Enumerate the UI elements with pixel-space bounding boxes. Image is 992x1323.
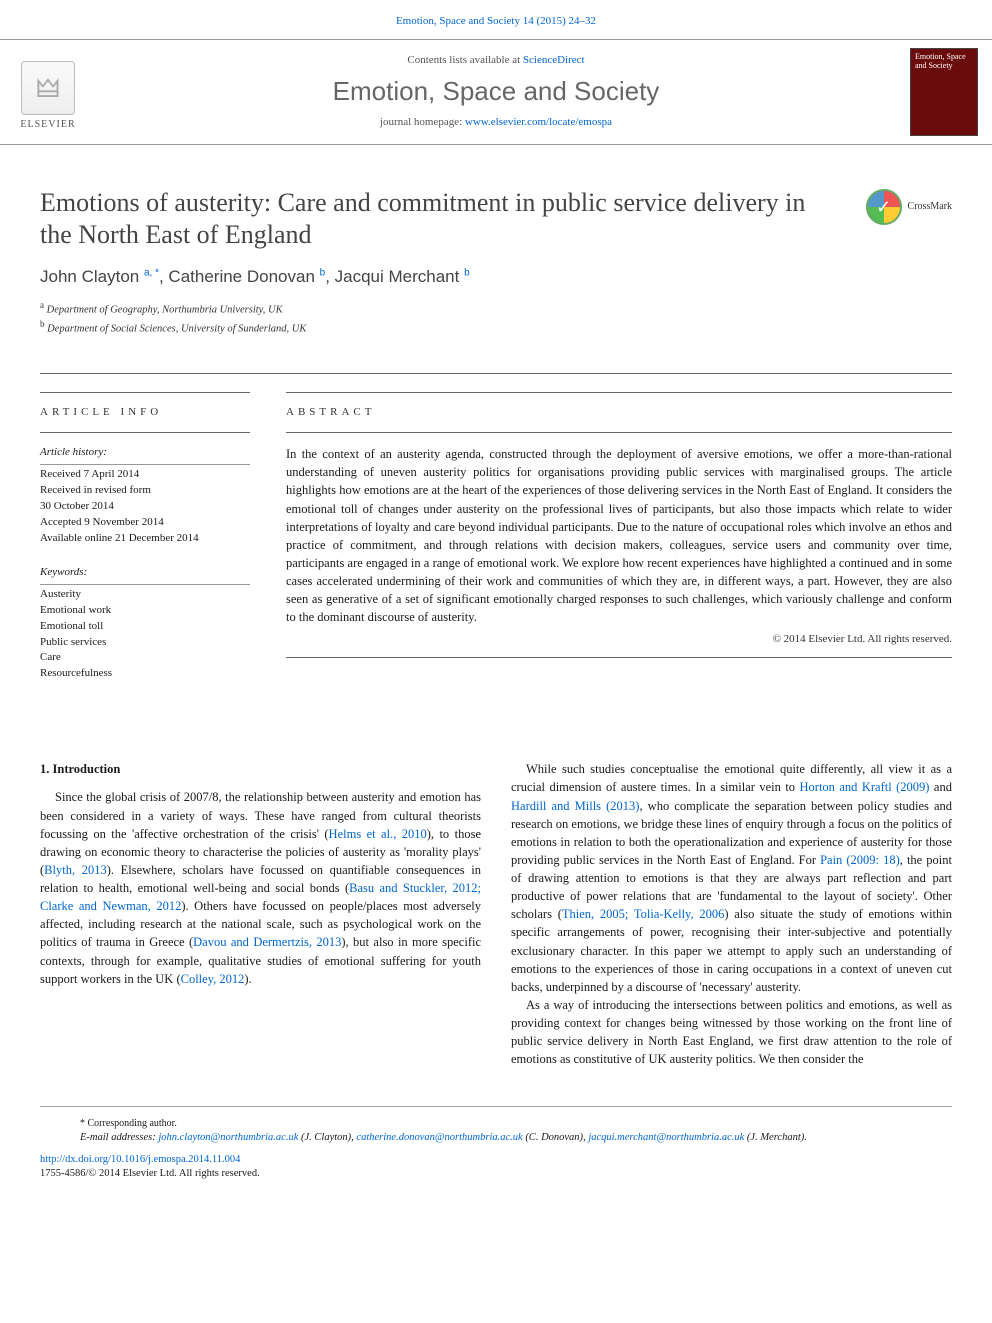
- citation-link[interactable]: Colley, 2012: [181, 972, 245, 986]
- contents-list-line: Contents lists available at ScienceDirec…: [96, 53, 896, 68]
- affiliation-b: b Department of Social Sciences, Univers…: [40, 318, 952, 337]
- keyword: Emotional toll: [40, 619, 250, 635]
- body-column-right: While such studies conceptualise the emo…: [511, 760, 952, 1068]
- keywords-label: Keywords:: [40, 565, 250, 585]
- citation-link[interactable]: Horton and Kraftl (2009): [800, 780, 930, 794]
- body-column-left: 1. Introduction Since the global crisis …: [40, 760, 481, 1068]
- citation-link[interactable]: Davou and Dermertzis, 2013: [193, 935, 341, 949]
- article-title: Emotions of austerity: Care and commitme…: [40, 187, 840, 252]
- running-head-citation: Emotion, Space and Society 14 (2015) 24–…: [0, 0, 992, 39]
- citation-link[interactable]: Thien, 2005; Tolia-Kelly, 2006: [562, 907, 725, 921]
- elsevier-tree-icon: 🜲: [21, 61, 75, 115]
- citation-link[interactable]: Hardill and Mills (2013): [511, 799, 639, 813]
- journal-cover-thumbnail: Emotion, Space and Society: [910, 48, 978, 136]
- crossmark-icon: ✓: [866, 189, 902, 225]
- abstract-copyright: © 2014 Elsevier Ltd. All rights reserved…: [286, 632, 952, 647]
- journal-homepage-line: journal homepage: www.elsevier.com/locat…: [96, 115, 896, 130]
- article-info-column: ARTICLE INFO Article history: Received 7…: [40, 392, 250, 700]
- email-link[interactable]: jacqui.merchant@northumbria.ac.uk: [588, 1132, 744, 1143]
- info-rule-top: [40, 392, 250, 393]
- email-owner: (J. Merchant): [747, 1132, 804, 1143]
- email-addresses: E-mail addresses: john.clayton@northumbr…: [80, 1131, 912, 1145]
- cover-title: Emotion, Space and Society: [915, 53, 973, 71]
- doi-link[interactable]: http://dx.doi.org/10.1016/j.emospa.2014.…: [40, 1154, 240, 1165]
- section-heading: 1. Introduction: [40, 760, 481, 778]
- abstract-rule-bottom: [286, 657, 952, 658]
- article-history: Article history: Received 7 April 2014Re…: [40, 445, 250, 547]
- history-line: Available online 21 December 2014: [40, 531, 250, 547]
- keyword: Public services: [40, 635, 250, 651]
- publisher-logo: 🜲 ELSEVIER: [14, 52, 82, 132]
- homepage-prefix: journal homepage:: [380, 116, 465, 128]
- email-owner: (C. Donovan): [525, 1132, 583, 1143]
- history-line: 30 October 2014: [40, 499, 250, 515]
- issn-copyright: 1755-4586/© 2014 Elsevier Ltd. All right…: [40, 1167, 952, 1181]
- abstract-rule-top: [286, 392, 952, 393]
- journal-name: Emotion, Space and Society: [96, 74, 896, 109]
- sciencedirect-link[interactable]: ScienceDirect: [523, 54, 585, 66]
- citation-link[interactable]: Basu and Stuckler, 2012; Clarke and Newm…: [40, 881, 481, 913]
- footnotes: * Corresponding author. E-mail addresses…: [40, 1106, 952, 1145]
- doi-block: http://dx.doi.org/10.1016/j.emospa.2014.…: [0, 1145, 992, 1197]
- email-owner: (J. Clayton): [301, 1132, 351, 1143]
- section-title: Introduction: [53, 762, 121, 776]
- affiliations: a Department of Geography, Northumbria U…: [40, 299, 952, 338]
- affiliation-a: a Department of Geography, Northumbria U…: [40, 299, 952, 318]
- section-number: 1.: [40, 762, 49, 776]
- crossmark-widget[interactable]: ✓ CrossMark: [866, 189, 952, 225]
- citation-link[interactable]: Blyth, 2013: [44, 863, 107, 877]
- journal-masthead: 🜲 ELSEVIER Contents lists available at S…: [0, 39, 992, 145]
- journal-homepage-link[interactable]: www.elsevier.com/locate/emospa: [465, 116, 612, 128]
- article-header: ✓ CrossMark Emotions of austerity: Care …: [0, 145, 992, 355]
- corresponding-author-note: * Corresponding author.: [80, 1117, 912, 1131]
- crossmark-label: CrossMark: [908, 200, 952, 214]
- history-line: Received 7 April 2014: [40, 467, 250, 483]
- article-body: 1. Introduction Since the global crisis …: [0, 700, 992, 1088]
- info-abstract-row: ARTICLE INFO Article history: Received 7…: [0, 374, 992, 700]
- abstract-heading: ABSTRACT: [286, 405, 952, 420]
- body-paragraph: While such studies conceptualise the emo…: [511, 760, 952, 996]
- abstract-text: In the context of an austerity agenda, c…: [286, 445, 952, 626]
- keywords-block: Keywords: AusterityEmotional workEmotion…: [40, 565, 250, 683]
- history-line: Received in revised form: [40, 483, 250, 499]
- abstract-column: ABSTRACT In the context of an austerity …: [286, 392, 952, 700]
- author-list: John Clayton a, *, Catherine Donovan b, …: [40, 266, 952, 289]
- body-paragraph: As a way of introducing the intersection…: [511, 996, 952, 1069]
- history-label: Article history:: [40, 445, 250, 465]
- history-line: Accepted 9 November 2014: [40, 515, 250, 531]
- keyword: Resourcefulness: [40, 666, 250, 682]
- email-link[interactable]: john.clayton@northumbria.ac.uk: [158, 1132, 298, 1143]
- contents-prefix: Contents lists available at: [407, 54, 522, 66]
- citation-link[interactable]: Helms et al., 2010: [329, 827, 427, 841]
- citation-link[interactable]: Pain (2009: 18): [820, 853, 900, 867]
- article-info-heading: ARTICLE INFO: [40, 405, 250, 420]
- keyword: Austerity: [40, 587, 250, 603]
- abstract-rule-mid: [286, 432, 952, 433]
- publisher-name: ELSEVIER: [20, 118, 75, 132]
- email-link[interactable]: catherine.donovan@northumbria.ac.uk: [356, 1132, 522, 1143]
- body-paragraph: Since the global crisis of 2007/8, the r…: [40, 788, 481, 987]
- keyword: Care: [40, 650, 250, 666]
- keyword: Emotional work: [40, 603, 250, 619]
- info-rule-mid: [40, 432, 250, 433]
